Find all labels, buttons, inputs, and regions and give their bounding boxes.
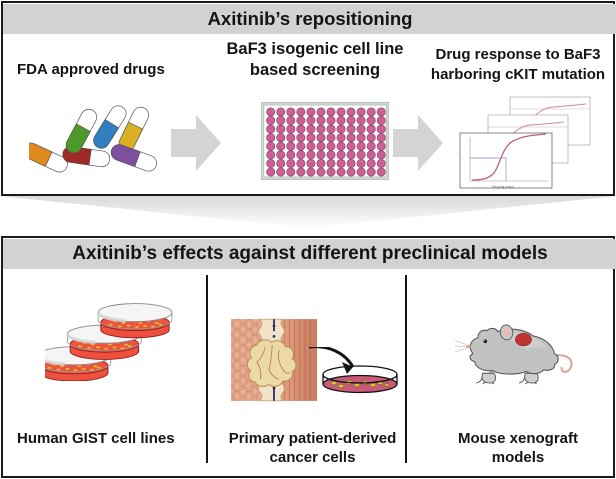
svg-text:Drug log (conc): Drug log (conc) <box>492 185 514 189</box>
